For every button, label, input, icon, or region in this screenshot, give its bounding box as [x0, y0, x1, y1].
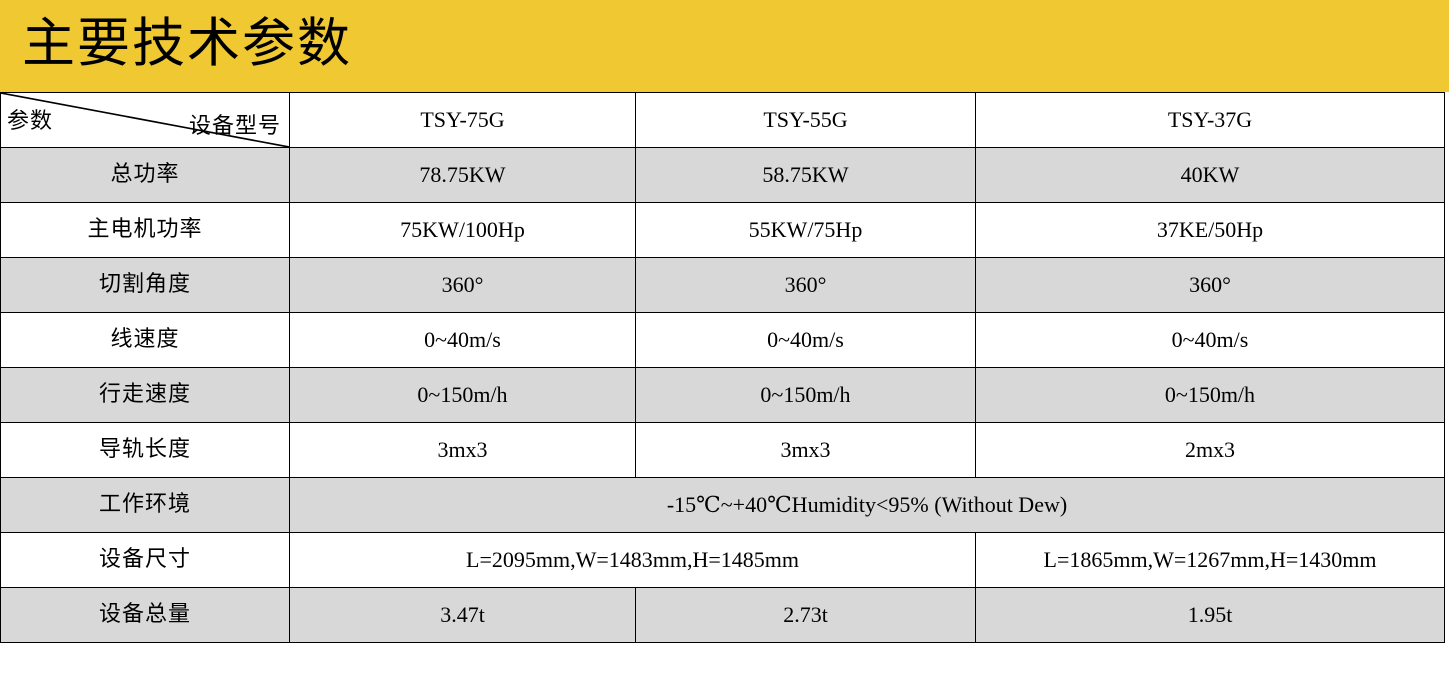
cell-value: L=1865mm,W=1267mm,H=1430mm [975, 532, 1445, 588]
technical-parameters-table: 设备型号 参数 TSY-75G TSY-55G TSY-37G 总功率 78.7… [0, 92, 1445, 643]
table-row: 行走速度 0~150m/h 0~150m/h 0~150m/h [0, 367, 1445, 423]
cell-value: 37KE/50Hp [975, 202, 1445, 258]
cell-value: 40KW [975, 147, 1445, 203]
cell-value: 3mx3 [635, 422, 976, 478]
cell-value: 55KW/75Hp [635, 202, 976, 258]
page-title: 主要技术参数 [22, 13, 352, 74]
table-row: 导轨长度 3mx3 3mx3 2mx3 [0, 422, 1445, 478]
cell-value: 0~40m/s [975, 312, 1445, 368]
table-row: 总功率 78.75KW 58.75KW 40KW [0, 147, 1445, 203]
cell-value: 2.73t [635, 587, 976, 643]
corner-parameter-label: 参数 [7, 108, 54, 134]
column-header-model-2: TSY-55G [635, 92, 976, 148]
column-header-model-1: TSY-75G [289, 92, 636, 148]
row-label: 线速度 [0, 312, 290, 368]
cell-value: 58.75KW [635, 147, 976, 203]
cell-value-merged-all: -15℃~+40℃Humidity<95% (Without Dew) [289, 477, 1445, 533]
cell-value: 0~150m/h [289, 367, 636, 423]
cell-value: 360° [635, 257, 976, 313]
table-row: 设备总量 3.47t 2.73t 1.95t [0, 587, 1445, 643]
spec-table-body: 设备型号 参数 TSY-75G TSY-55G TSY-37G 总功率 78.7… [0, 92, 1445, 643]
table-row: 线速度 0~40m/s 0~40m/s 0~40m/s [0, 312, 1445, 368]
cell-value: 0~150m/h [975, 367, 1445, 423]
corner-model-label: 设备型号 [188, 114, 281, 139]
table-row: 设备尺寸 L=2095mm,W=1483mm,H=1485mm L=1865mm… [0, 532, 1445, 588]
table-row: 切割角度 360° 360° 360° [0, 257, 1445, 313]
row-label: 设备总量 [0, 587, 290, 643]
diagonal-divider-icon [1, 93, 289, 147]
table-header-row: 设备型号 参数 TSY-75G TSY-55G TSY-37G [0, 92, 1445, 148]
cell-value-merged-two: L=2095mm,W=1483mm,H=1485mm [289, 532, 976, 588]
cell-value: 1.95t [975, 587, 1445, 643]
cell-value: 75KW/100Hp [289, 202, 636, 258]
row-label: 切割角度 [0, 257, 290, 313]
row-label: 总功率 [0, 147, 290, 203]
cell-value: 0~40m/s [289, 312, 636, 368]
cell-value: 78.75KW [289, 147, 636, 203]
cell-value: 360° [289, 257, 636, 313]
cell-value: 360° [975, 257, 1445, 313]
cell-value: 3.47t [289, 587, 636, 643]
corner-header-cell: 设备型号 参数 [0, 92, 290, 148]
row-label: 工作环境 [0, 477, 290, 533]
cell-value: 0~150m/h [635, 367, 976, 423]
column-header-model-3: TSY-37G [975, 92, 1445, 148]
spec-table-container: 设备型号 参数 TSY-75G TSY-55G TSY-37G 总功率 78.7… [0, 92, 1445, 643]
cell-value: 0~40m/s [635, 312, 976, 368]
row-label: 主电机功率 [0, 202, 290, 258]
table-row: 工作环境 -15℃~+40℃Humidity<95% (Without Dew) [0, 477, 1445, 533]
cell-value: 3mx3 [289, 422, 636, 478]
row-label: 设备尺寸 [0, 532, 290, 588]
table-row: 主电机功率 75KW/100Hp 55KW/75Hp 37KE/50Hp [0, 202, 1445, 258]
title-banner: 主要技术参数 [0, 0, 1449, 92]
row-label: 导轨长度 [0, 422, 290, 478]
cell-value: 2mx3 [975, 422, 1445, 478]
row-label: 行走速度 [0, 367, 290, 423]
